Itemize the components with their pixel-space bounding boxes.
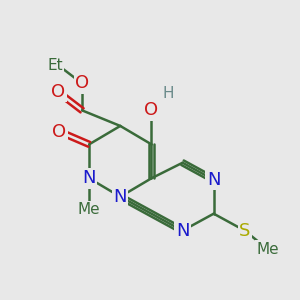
Text: N: N <box>82 169 96 187</box>
Text: H: H <box>163 86 174 101</box>
Text: O: O <box>52 123 67 141</box>
Text: Me: Me <box>78 202 100 217</box>
Text: O: O <box>144 101 158 119</box>
Text: N: N <box>113 188 127 206</box>
Text: N: N <box>207 171 220 189</box>
Text: Me: Me <box>256 242 279 256</box>
Text: O: O <box>75 74 89 92</box>
Text: Et: Et <box>47 58 63 73</box>
Text: N: N <box>176 222 189 240</box>
Text: O: O <box>51 83 65 101</box>
Text: S: S <box>239 222 250 240</box>
Text: H: H <box>163 86 174 101</box>
